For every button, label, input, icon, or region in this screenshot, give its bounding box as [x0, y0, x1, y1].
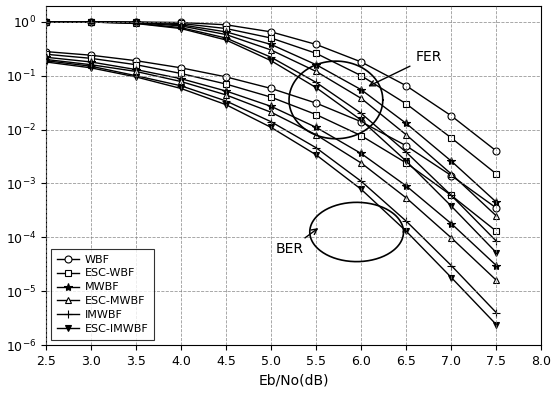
MWBF	[403, 121, 409, 126]
WBF	[493, 149, 500, 153]
ESC-WBF	[87, 19, 94, 24]
ESC-WBF	[358, 73, 364, 78]
ESC-WBF	[493, 172, 500, 176]
WBF	[358, 60, 364, 64]
IMWBF	[448, 193, 455, 198]
ESC-MWBF	[87, 19, 94, 24]
Text: FER: FER	[369, 50, 442, 86]
Line: MWBF: MWBF	[41, 18, 501, 206]
ESC-MWBF	[42, 19, 49, 24]
ESC-MWBF	[403, 132, 409, 137]
ESC-WBF	[403, 101, 409, 106]
ESC-IMWBF	[448, 204, 455, 208]
ESC-IMWBF	[42, 19, 49, 24]
WBF	[403, 83, 409, 88]
ESC-WBF	[312, 51, 319, 56]
IMWBF	[268, 55, 275, 60]
IMWBF	[178, 25, 184, 30]
Text: BER: BER	[276, 229, 317, 256]
WBF	[178, 20, 184, 25]
ESC-MWBF	[312, 69, 319, 74]
ESC-IMWBF	[403, 159, 409, 163]
ESC-IMWBF	[133, 21, 139, 26]
ESC-IMWBF	[178, 26, 184, 31]
ESC-IMWBF	[268, 58, 275, 63]
Line: WBF: WBF	[42, 18, 500, 154]
WBF	[87, 19, 94, 24]
Line: ESC-WBF: ESC-WBF	[42, 18, 500, 178]
MWBF	[178, 22, 184, 27]
IMWBF	[358, 111, 364, 116]
ESC-MWBF	[133, 20, 139, 25]
IMWBF	[493, 239, 500, 244]
ESC-MWBF	[358, 96, 364, 101]
MWBF	[448, 159, 455, 163]
MWBF	[223, 29, 229, 34]
MWBF	[493, 200, 500, 204]
IMWBF	[42, 19, 49, 24]
ESC-WBF	[268, 36, 275, 40]
ESC-IMWBF	[358, 118, 364, 123]
ESC-WBF	[133, 20, 139, 25]
X-axis label: Eb/No(dB): Eb/No(dB)	[258, 373, 329, 387]
ESC-MWBF	[268, 48, 275, 52]
ESC-IMWBF	[312, 85, 319, 90]
WBF	[223, 22, 229, 27]
Line: IMWBF: IMWBF	[41, 18, 501, 245]
ESC-MWBF	[223, 32, 229, 37]
ESC-IMWBF	[223, 38, 229, 42]
IMWBF	[312, 80, 319, 85]
MWBF	[42, 19, 49, 24]
WBF	[312, 42, 319, 47]
ESC-IMWBF	[87, 20, 94, 24]
WBF	[448, 114, 455, 118]
ESC-MWBF	[178, 24, 184, 28]
Line: ESC-IMWBF: ESC-IMWBF	[42, 18, 500, 256]
IMWBF	[133, 21, 139, 26]
ESC-WBF	[448, 136, 455, 140]
ESC-IMWBF	[493, 250, 500, 255]
MWBF	[358, 87, 364, 92]
MWBF	[87, 19, 94, 24]
ESC-MWBF	[448, 172, 455, 176]
ESC-WBF	[42, 19, 49, 24]
ESC-MWBF	[493, 213, 500, 218]
ESC-WBF	[223, 26, 229, 31]
WBF	[42, 19, 49, 24]
WBF	[133, 20, 139, 24]
MWBF	[268, 42, 275, 47]
MWBF	[312, 62, 319, 67]
ESC-WBF	[178, 21, 184, 26]
Legend: WBF, ESC-WBF, MWBF, ESC-MWBF, IMWBF, ESC-IMWBF: WBF, ESC-WBF, MWBF, ESC-MWBF, IMWBF, ESC…	[51, 249, 154, 340]
Line: ESC-MWBF: ESC-MWBF	[42, 18, 500, 219]
IMWBF	[403, 150, 409, 154]
WBF	[268, 29, 275, 34]
IMWBF	[223, 36, 229, 40]
IMWBF	[87, 20, 94, 24]
MWBF	[133, 20, 139, 25]
